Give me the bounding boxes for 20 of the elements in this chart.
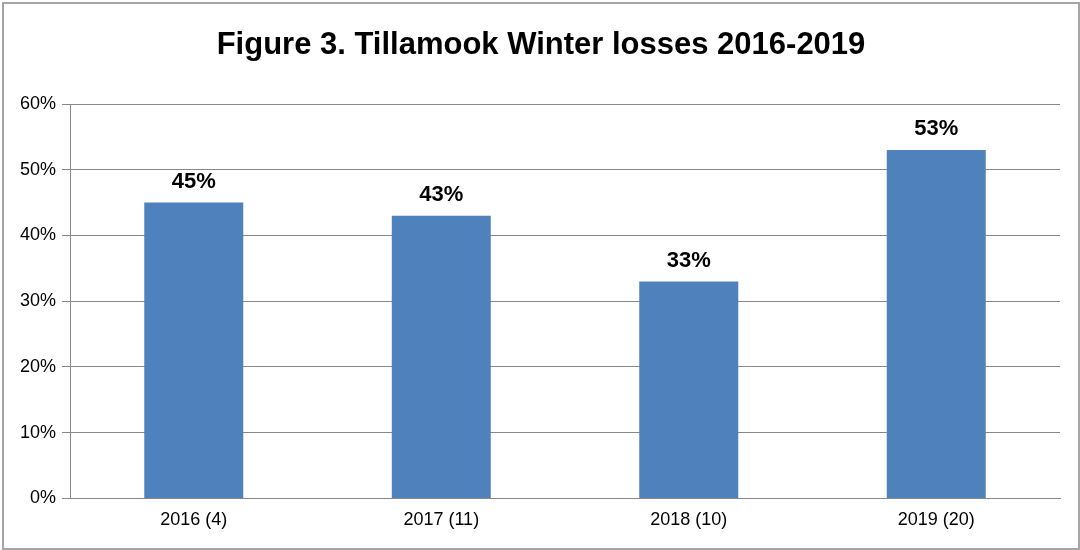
y-tick-label: 40% — [20, 224, 57, 245]
bar — [886, 150, 986, 498]
data-label: 53% — [914, 115, 959, 141]
y-tick-label: 20% — [20, 355, 57, 376]
data-label: 33% — [666, 246, 711, 272]
y-tick-label: 30% — [20, 290, 57, 311]
x-tick-label: 2018 (10) — [650, 509, 728, 530]
x-tick-label: 2019 (20) — [897, 509, 975, 530]
data-label: 43% — [419, 180, 464, 206]
y-tick-label: 10% — [20, 421, 57, 442]
data-label: 45% — [171, 167, 216, 193]
bar — [144, 202, 244, 498]
x-tick-label: 2016 (4) — [160, 509, 228, 530]
bar — [639, 281, 739, 498]
chart-title: Figure 3. Tillamook Winter losses 2016-2019 — [215, 26, 867, 62]
y-tick-label: 0% — [30, 487, 57, 508]
bar — [391, 215, 491, 498]
y-tick-label: 50% — [20, 158, 57, 179]
x-tick-label: 2017 (11) — [403, 509, 480, 530]
y-tick-label: 60% — [20, 92, 57, 113]
